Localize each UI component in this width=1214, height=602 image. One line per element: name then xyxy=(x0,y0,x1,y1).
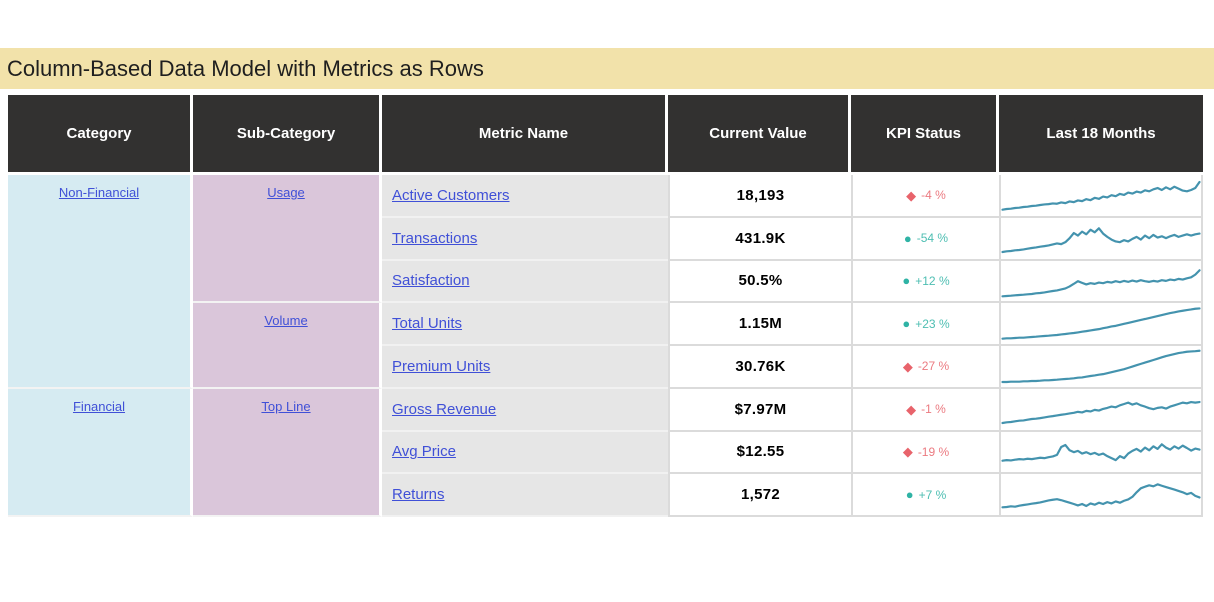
current-value-cell: 431.9K xyxy=(668,217,851,261)
sparkline-cell xyxy=(999,346,1203,389)
sparkline-chart xyxy=(1001,349,1201,384)
subcategory-link[interactable]: Top Line xyxy=(261,398,311,414)
metric-link-total-units[interactable]: Total Units xyxy=(392,315,463,333)
sparkline-cell xyxy=(999,303,1203,346)
kpi-delta-label: -19 % xyxy=(917,444,950,459)
visual-title: Column-Based Data Model with Metrics as … xyxy=(7,56,484,81)
column-header-sub-category[interactable]: Sub-Category xyxy=(193,95,382,175)
category-link[interactable]: Financial xyxy=(72,398,126,414)
kpi-circle-icon: ● xyxy=(902,316,911,332)
column-header-kpi-status[interactable]: KPI Status xyxy=(851,95,999,175)
metric-link-transactions[interactable]: Transactions xyxy=(392,229,478,247)
kpi-status-cell: ◆ -19 % xyxy=(851,431,999,475)
sparkline-cell xyxy=(999,217,1203,261)
current-value-cell: $7.97M xyxy=(668,388,851,432)
sparkline-chart xyxy=(1001,307,1201,341)
metric-name-cell: Returns xyxy=(382,474,668,517)
column-header-last-18-months[interactable]: Last 18 Months xyxy=(999,95,1203,175)
metric-link-satisfaction[interactable]: Satisfaction xyxy=(392,272,470,290)
kpi-diamond-icon: ◆ xyxy=(902,444,913,460)
sparkline-cell xyxy=(999,175,1203,218)
kpi-delta-label: -27 % xyxy=(917,359,950,374)
current-value-cell: 1.15M xyxy=(668,303,851,346)
sparkline-cell xyxy=(999,260,1203,304)
subcategory-group-top-line: Top Line xyxy=(193,388,382,517)
sparkline-chart xyxy=(1001,226,1201,253)
column-header-current-value[interactable]: Current Value xyxy=(668,95,851,175)
kpi-status-cell: ◆ -27 % xyxy=(851,346,999,389)
current-value-cell: 30.76K xyxy=(668,346,851,389)
kpi-diamond-icon: ◆ xyxy=(902,358,913,374)
metric-name-cell: Transactions xyxy=(382,217,668,261)
current-value-cell: 1,572 xyxy=(668,474,851,517)
current-value-cell: 18,193 xyxy=(668,175,851,218)
metric-link-active-customers[interactable]: Active Customers xyxy=(392,186,510,204)
metric-link-premium-units[interactable]: Premium Units xyxy=(392,357,491,375)
category-group-financial: Financial xyxy=(8,388,193,517)
kpi-diamond-icon: ◆ xyxy=(906,401,917,417)
subcategory-link[interactable]: Volume xyxy=(264,313,308,329)
kpi-circle-icon: ● xyxy=(905,487,914,503)
table-header-row: Category Sub-Category Metric Name Current V… xyxy=(8,95,1203,175)
kpi-status-cell: ◆ -1 % xyxy=(851,388,999,432)
category-group-non-financial: Non-Financial xyxy=(8,175,193,389)
metric-name-cell: Total Units xyxy=(382,303,668,346)
kpi-delta-label: +12 % xyxy=(915,273,950,288)
current-value-cell: 50.5% xyxy=(668,260,851,304)
metric-name-cell: Gross Revenue xyxy=(382,388,668,432)
kpi-delta-label: +23 % xyxy=(915,316,950,331)
sparkline-chart xyxy=(1001,180,1201,211)
kpi-delta-label: +7 % xyxy=(918,487,947,502)
kpi-status-cell: ◆ -4 % xyxy=(851,175,999,218)
metric-name-cell: Active Customers xyxy=(382,175,668,218)
column-header-category[interactable]: Category xyxy=(8,95,193,175)
sparkline-cell xyxy=(999,474,1203,517)
kpi-delta-label: -4 % xyxy=(921,188,946,203)
metric-link-avg-price[interactable]: Avg Price xyxy=(392,443,456,461)
kpi-status-cell: ● +12 % xyxy=(851,260,999,304)
visual-title-bar: Column-Based Data Model with Metrics as … xyxy=(0,48,1214,89)
current-value-cell: $12.55 xyxy=(668,431,851,475)
metric-name-cell: Avg Price xyxy=(382,431,668,475)
subcategory-group-volume: Volume xyxy=(193,303,382,389)
sparkline-cell xyxy=(999,431,1203,475)
kpi-status-cell: ● +23 % xyxy=(851,303,999,346)
kpi-status-cell: ● -54 % xyxy=(851,217,999,261)
metrics-table: Category Sub-Category Metric Name Current V… xyxy=(8,95,1203,517)
category-link[interactable]: Non-Financial xyxy=(58,185,140,200)
kpi-diamond-icon: ◆ xyxy=(906,187,917,203)
metric-name-cell: Premium Units xyxy=(382,346,668,389)
subcategory-link[interactable]: Usage xyxy=(267,185,305,200)
subcategory-group-usage: Usage xyxy=(193,175,382,304)
sparkline-chart xyxy=(1001,268,1201,297)
column-header-metric-name[interactable]: Metric Name xyxy=(382,95,668,175)
sparkline-cell xyxy=(999,388,1203,432)
sparkline-chart xyxy=(1001,400,1201,424)
sparkline-chart xyxy=(1001,483,1201,509)
kpi-circle-icon: ● xyxy=(902,273,911,289)
kpi-status-cell: ● +7 % xyxy=(851,474,999,517)
kpi-circle-icon: ● xyxy=(903,230,912,246)
kpi-delta-label: -1 % xyxy=(921,402,946,417)
table-body: Non-Financial Financial Usage Volume Top Lin… xyxy=(8,175,1203,517)
metric-link-returns[interactable]: Returns xyxy=(392,486,445,504)
metric-name-cell: Satisfaction xyxy=(382,260,668,304)
metric-link-gross-revenue[interactable]: Gross Revenue xyxy=(392,400,497,418)
kpi-delta-label: -54 % xyxy=(916,231,949,246)
sparkline-chart xyxy=(1001,442,1201,462)
